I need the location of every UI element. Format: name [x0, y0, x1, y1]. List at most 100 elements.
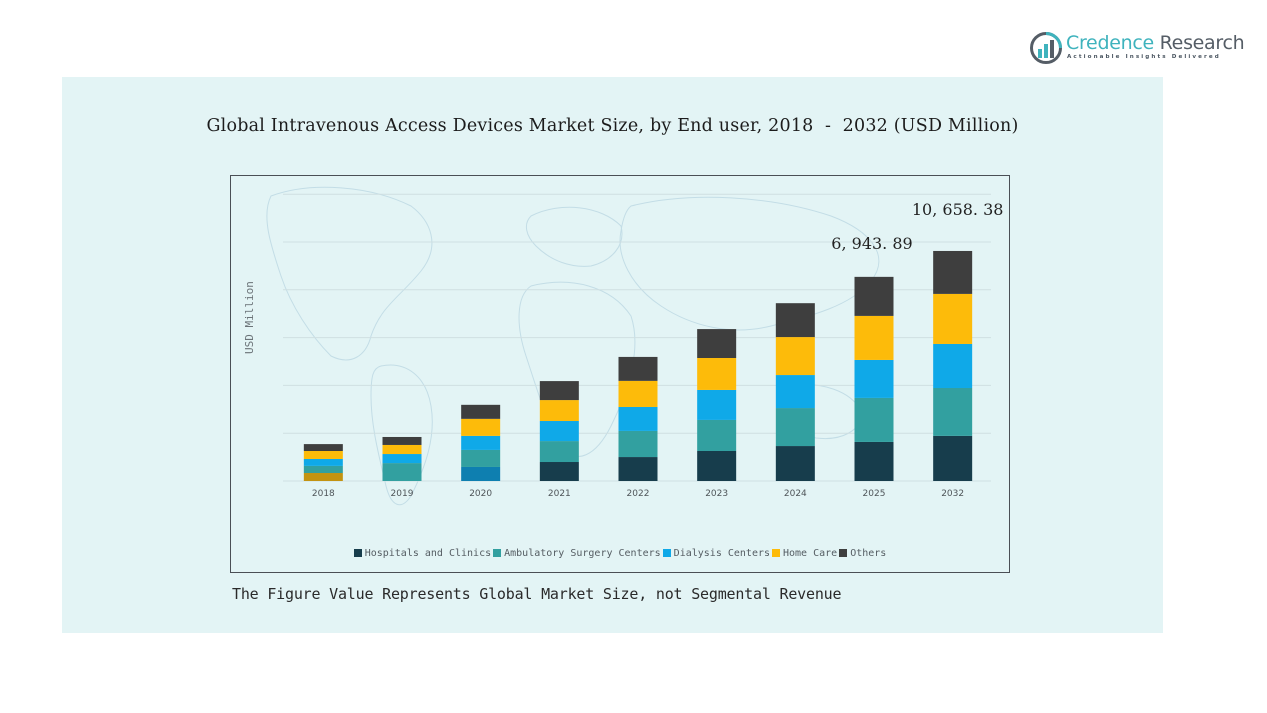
bar-segment [461, 449, 501, 467]
data-label: 6, 943. 89 [831, 234, 912, 253]
bar-segment [697, 357, 737, 390]
x-tick-label: 2023 [705, 489, 728, 499]
bar-segment [461, 466, 501, 481]
map-outline-3 [518, 281, 636, 457]
bar-segment [303, 444, 343, 452]
bar-segment [933, 250, 973, 294]
bar-segment [775, 446, 815, 481]
bar-stack-2021 [539, 381, 579, 481]
map-outline-2 [525, 206, 623, 267]
x-tick-label: 2022 [627, 489, 650, 499]
chart-svg: 2018 2019 2020 2021 2022 2023 2024 2025 2032 6, … [266, 186, 1003, 506]
bar-stack-2024 [775, 303, 815, 481]
plot-area: 2018 2019 2020 2021 2022 2023 2024 2025 2032 6, … [230, 175, 1010, 573]
bar-segment [854, 397, 894, 442]
x-tick-label: 2032 [941, 489, 964, 499]
bar-chart-logo-icon [1030, 32, 1062, 64]
bar-stack-2019 [382, 436, 422, 481]
bar-segment [775, 337, 815, 376]
bar-segment [461, 418, 501, 436]
bar-segment [854, 359, 894, 398]
bar-segment [697, 329, 737, 358]
bar-segment [933, 293, 973, 344]
legend-item: Home Care [772, 548, 837, 559]
bar-segment [618, 380, 658, 407]
bar-segment [382, 463, 422, 481]
legend: Hospitals and Clinics Ambulatory Surgery … [231, 548, 1009, 559]
bar-stack-2032 [933, 250, 973, 481]
bar-segment [461, 404, 501, 419]
bar-segment [303, 451, 343, 459]
y-axis-label: USD Million [243, 281, 256, 354]
legend-swatch [839, 549, 848, 557]
legend-item: Ambulatory Surgery Centers [493, 548, 661, 559]
bars [303, 250, 973, 481]
bar-segment [303, 458, 343, 466]
bar-stack-2022 [618, 356, 658, 481]
legend-swatch [353, 549, 362, 557]
bar-segment [618, 430, 658, 458]
bar-segment [775, 375, 815, 409]
legend-label: Home Care [783, 548, 838, 559]
bar-segment [775, 408, 815, 447]
footnote: The Figure Value Represents Global Marke… [232, 585, 842, 603]
x-tick-label: 2024 [784, 489, 807, 499]
legend-item: Dialysis Centers [662, 548, 770, 559]
bar-segment [303, 465, 343, 474]
bar-segment [697, 419, 737, 452]
x-tick-label: 2019 [391, 489, 414, 499]
x-tick-label: 2018 [312, 489, 335, 499]
brand-name: Credence Research [1066, 31, 1245, 55]
bar-segment [854, 441, 894, 481]
legend-swatch [772, 549, 780, 557]
bar-segment [933, 343, 973, 388]
x-axis-ticks: 2018 2019 2020 2021 2022 2023 2024 2025 2032 [312, 489, 964, 499]
bar-segment [382, 436, 422, 445]
bar-segment [854, 315, 894, 360]
bar-segment [618, 406, 658, 431]
bar-segment [775, 303, 815, 338]
bar-stack-2025 [854, 276, 894, 481]
legend-label: Ambulatory Surgery Centers [504, 548, 661, 559]
bar-segment [854, 276, 894, 316]
bar-segment [618, 457, 658, 481]
map-outline-4 [619, 196, 880, 331]
bar-segment [461, 435, 501, 450]
chart-card: Global Intravenous Access Devices Market… [62, 77, 1163, 633]
data-label: 10, 658. 38 [912, 200, 1004, 219]
bar-segment [539, 381, 579, 401]
bar-segment [303, 473, 343, 481]
legend-item: Others [839, 548, 886, 559]
bar-segment [697, 451, 737, 481]
legend-label: Others [850, 548, 887, 559]
map-outline-0 [266, 186, 433, 361]
bar-segment [539, 421, 579, 442]
bar-segment [697, 389, 737, 420]
bar-stack-2018 [303, 444, 343, 481]
bar-segment [618, 356, 658, 381]
brand-name-part2: Research [1153, 32, 1245, 54]
x-tick-label: 2025 [863, 489, 886, 499]
bar-stack-2023 [697, 329, 737, 481]
x-tick-label: 2020 [469, 489, 492, 499]
map-outline-1 [370, 364, 433, 506]
legend-swatch [662, 549, 671, 557]
bar-segment [382, 444, 422, 455]
legend-label: Dialysis Centers [673, 548, 770, 559]
bar-stack-2020 [461, 404, 501, 481]
legend-label: Hospitals and Clinics [364, 548, 492, 559]
credence-research-logo: Credence Research Actionable Insights De… [1030, 31, 1245, 67]
x-tick-label: 2021 [548, 489, 571, 499]
brand-tagline: Actionable Insights Delivered [1067, 54, 1221, 60]
bar-segment [539, 462, 579, 481]
bar-segment [382, 454, 422, 464]
bar-segment [933, 435, 973, 481]
bar-segment [539, 441, 579, 463]
legend-item: Hospitals and Clinics [353, 548, 492, 559]
chart-title: Global Intravenous Access Devices Market… [206, 116, 1019, 136]
brand-name-part1: Credence [1066, 32, 1154, 54]
legend-swatch [493, 549, 502, 557]
bar-segment [539, 400, 579, 422]
bar-segment [933, 387, 973, 436]
